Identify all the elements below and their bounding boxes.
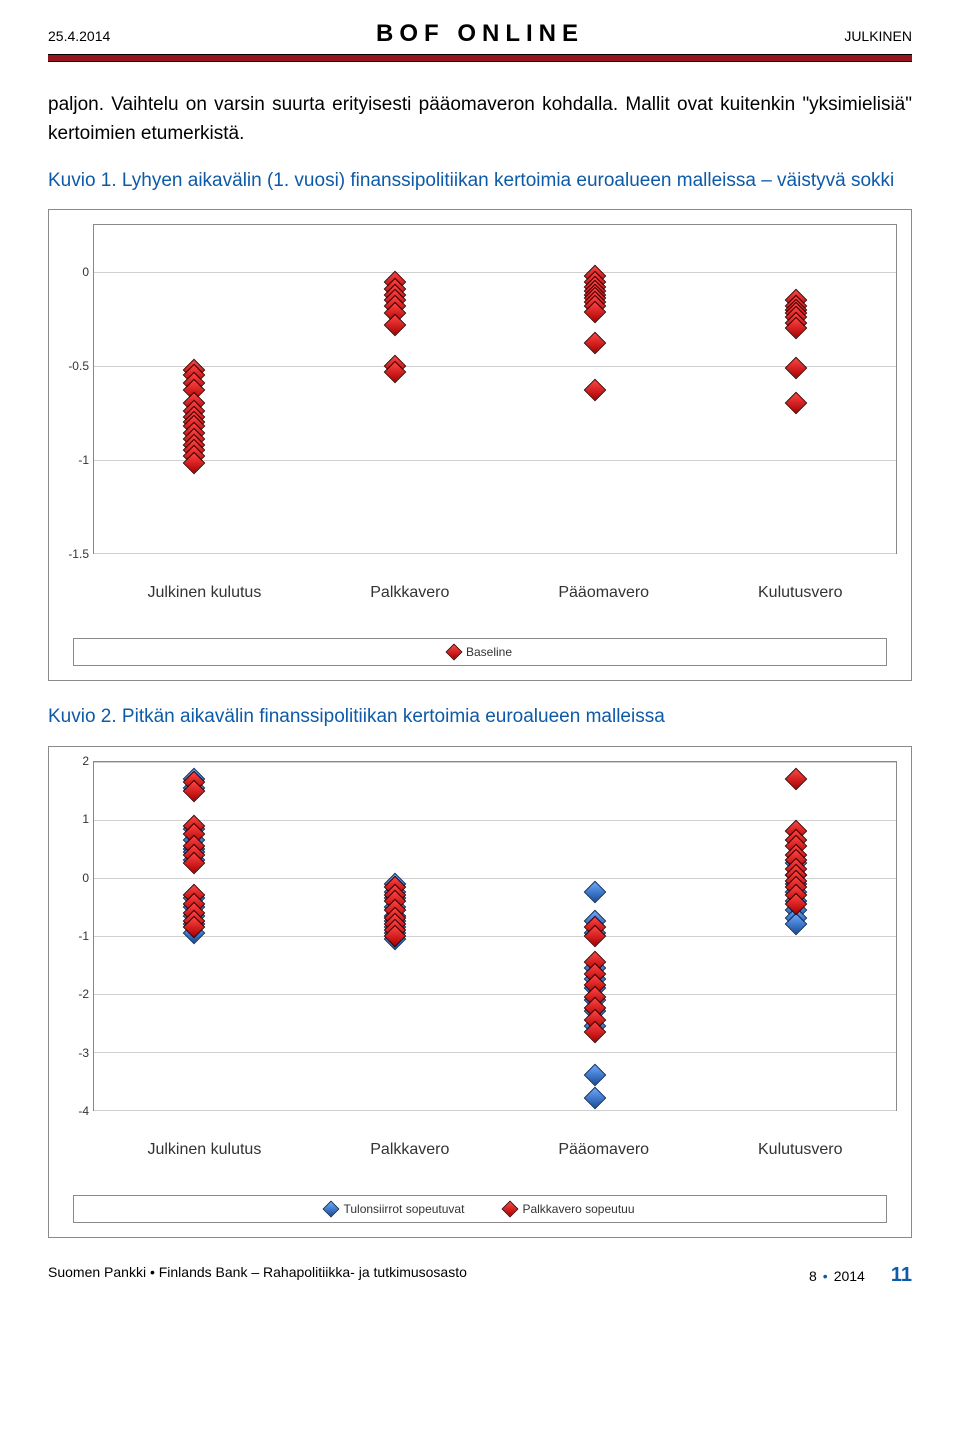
issue-year: 2014 xyxy=(834,1268,865,1284)
footer-right: 8 • 2014 11 xyxy=(809,1264,912,1287)
data-point xyxy=(584,1087,607,1110)
diamond-icon xyxy=(445,644,462,661)
xaxis-label: Julkinen kulutus xyxy=(147,1141,261,1159)
figure2-xaxis: Julkinen kulutus Palkkavero Pääomavero Kulu… xyxy=(63,1141,897,1159)
figure2-legend: Tulonsiirrot sopeutuvat Palkkavero sopeu… xyxy=(73,1195,887,1223)
figure1-chart: 0-0.5-1-1.5 Julkinen kulutus Palkkavero Pä… xyxy=(48,209,912,681)
figure1-yaxis: 0-0.5-1-1.5 xyxy=(63,224,93,554)
legend-item: Baseline xyxy=(448,645,512,659)
figure1-plot xyxy=(93,224,897,554)
figure2-plot xyxy=(93,761,897,1111)
legend-label: Palkkavero sopeutuu xyxy=(522,1202,634,1216)
page-header: 25.4.2014 BOF ONLINE JULKINEN xyxy=(48,20,912,54)
legend-label: Baseline xyxy=(466,645,512,659)
data-point xyxy=(584,1064,607,1087)
figure2-title: Kuvio 2. Pitkän aikavälin finanssipoliti… xyxy=(48,703,912,732)
figure2-chart: 210-1-2-3-4 Julkinen kulutus Palkkavero Pä… xyxy=(48,746,912,1238)
figure1-legend: Baseline xyxy=(73,638,887,666)
data-point xyxy=(584,881,607,904)
page-footer: Suomen Pankki • Finlands Bank – Rahapoli… xyxy=(48,1264,912,1287)
figure1-title: Kuvio 1. Lyhyen aikavälin (1. vuosi) fin… xyxy=(48,167,912,196)
data-point xyxy=(784,768,807,791)
data-point xyxy=(584,379,607,402)
legend-item: Tulonsiirrot sopeutuvat xyxy=(325,1202,464,1216)
header-date: 25.4.2014 xyxy=(48,28,158,44)
xaxis-label: Kulutusvero xyxy=(758,1141,843,1159)
legend-item: Palkkavero sopeutuu xyxy=(504,1202,634,1216)
xaxis-label: Palkkavero xyxy=(370,584,449,602)
xaxis-label: Pääomavero xyxy=(558,1141,649,1159)
xaxis-label: Kulutusvero xyxy=(758,584,843,602)
xaxis-label: Pääomavero xyxy=(558,584,649,602)
xaxis-label: Palkkavero xyxy=(370,1141,449,1159)
footer-left: Suomen Pankki • Finlands Bank – Rahapoli… xyxy=(48,1264,467,1287)
page-number: 11 xyxy=(891,1264,912,1287)
data-point xyxy=(584,332,607,355)
xaxis-label: Julkinen kulutus xyxy=(147,584,261,602)
data-point xyxy=(784,392,807,415)
header-title: BOF ONLINE xyxy=(158,20,802,48)
header-rule xyxy=(48,54,912,62)
legend-label: Tulonsiirrot sopeutuvat xyxy=(343,1202,464,1216)
header-class: JULKINEN xyxy=(802,28,912,44)
data-point xyxy=(784,356,807,379)
diamond-icon xyxy=(323,1200,340,1217)
figure2-yaxis: 210-1-2-3-4 xyxy=(63,761,93,1111)
body-paragraph: paljon. Vaihtelu on varsin suurta erityi… xyxy=(48,90,912,149)
issue-number: 8 xyxy=(809,1268,817,1284)
diamond-icon xyxy=(502,1200,519,1217)
figure1-xaxis: Julkinen kulutus Palkkavero Pääomavero Kulu… xyxy=(63,584,897,602)
bullet-icon: • xyxy=(823,1268,828,1284)
